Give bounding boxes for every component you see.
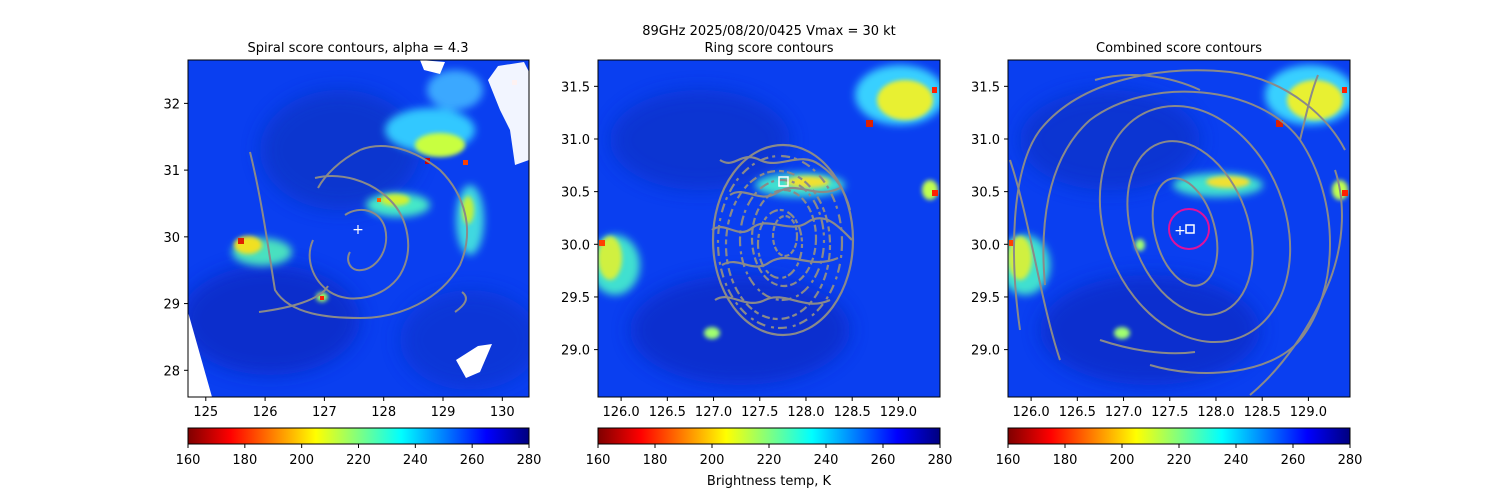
panel-combined: Combined score contours: [971, 41, 1362, 468]
x-tick-label: 126.0: [1012, 405, 1049, 420]
combined-ring-center-marker: [1185, 224, 1195, 234]
ring-center-marker: [778, 176, 789, 187]
colorbar-ring: 160 180 200 220 240 260 280 Brightness temp, K: [586, 427, 953, 489]
colorbar-tick-label: 280: [928, 453, 953, 468]
spiral-x-tick-labels: 125 126 127 128 129 130: [193, 397, 515, 420]
colorbar-tick-label: 180: [643, 453, 668, 468]
combined-x-tick-labels: 126.0 126.5 127.0 127.5 128.0 128.5 129.0: [1012, 397, 1327, 420]
y-tick-label: 32: [163, 97, 180, 112]
panel-spiral-title: Spiral score contours, alpha = 4.3: [247, 41, 468, 56]
colorbar-label: Brightness temp, K: [707, 474, 832, 489]
y-tick-label: 30.0: [561, 238, 590, 253]
colorbar-tick-label: 220: [346, 453, 371, 468]
y-tick-label: 29: [163, 298, 180, 313]
combined-heatmap: +: [1008, 60, 1350, 397]
panel-ring-title: Ring score contours: [704, 41, 833, 56]
x-tick-label: 126.5: [1059, 405, 1096, 420]
x-tick-label: 129.0: [1290, 405, 1327, 420]
x-tick-label: 128: [371, 405, 396, 420]
x-tick-label: 128.5: [1244, 405, 1281, 420]
y-tick-label: 31.0: [971, 133, 1000, 148]
ring-y-tick-labels: 29.0 29.5 30.0 30.5 31.0 31.5: [561, 80, 598, 359]
colorbar-tick-label: 180: [232, 453, 257, 468]
y-tick-label: 29.0: [561, 344, 590, 359]
ring-heatmap: [598, 60, 940, 397]
colorbar-tick-label: 160: [996, 453, 1021, 468]
spiral-center-marker: +: [352, 222, 364, 238]
y-tick-label: 29.5: [561, 291, 590, 306]
y-tick-label: 28: [163, 364, 180, 379]
panel-spiral: Spiral score contours, alpha = 4.3: [163, 41, 541, 468]
x-tick-label: 126: [253, 405, 278, 420]
figure-suptitle: 89GHz 2025/08/20/0425 Vmax = 30 kt: [642, 24, 896, 39]
x-tick-label: 129.0: [880, 405, 917, 420]
x-tick-label: 125: [193, 405, 218, 420]
y-tick-label: 31.0: [561, 133, 590, 148]
colorbar-tick-label: 160: [176, 453, 201, 468]
x-tick-label: 127.5: [1151, 405, 1188, 420]
ring-x-tick-labels: 126.0 126.5 127.0 127.5 128.0 128.5 129.0: [602, 397, 917, 420]
x-tick-label: 127.5: [741, 405, 778, 420]
x-tick-label: 127.0: [695, 405, 732, 420]
y-tick-label: 31: [163, 164, 180, 179]
colorbar-tick-label: 260: [871, 453, 896, 468]
y-tick-label: 31.5: [971, 80, 1000, 95]
colorbar-tick-label: 180: [1053, 453, 1078, 468]
x-tick-label: 126.0: [602, 405, 639, 420]
panel-ring: Ring score contours: [561, 41, 952, 489]
colorbar-tick-label: 160: [586, 453, 611, 468]
panel-combined-title: Combined score contours: [1096, 41, 1262, 56]
colorbar-tick-label: 280: [1338, 453, 1363, 468]
colorbar-tick-label: 240: [403, 453, 428, 468]
x-tick-label: 130: [490, 405, 515, 420]
x-tick-label: 127.0: [1105, 405, 1142, 420]
colorbar-combined-ticks: 160 180 200 220 240 260 280: [996, 444, 1363, 468]
x-tick-label: 128.5: [834, 405, 871, 420]
colorbar-ring-ticks: 160 180 200 220 240 260 280: [586, 444, 953, 468]
colorbar-tick-label: 280: [517, 453, 542, 468]
colorbar-tick-label: 240: [814, 453, 839, 468]
colorbar-tick-label: 200: [289, 453, 314, 468]
y-tick-label: 29.0: [971, 344, 1000, 359]
spiral-y-tick-labels: 28 29 30 31 32: [163, 97, 188, 379]
colorbar-tick-label: 200: [1110, 453, 1135, 468]
x-tick-label: 128.0: [1197, 405, 1234, 420]
x-tick-label: 126.5: [649, 405, 686, 420]
colorbar-spiral: 160 180 200 220 240 260 280: [176, 427, 542, 468]
colorbar-tick-label: 220: [757, 453, 782, 468]
y-tick-label: 29.5: [971, 291, 1000, 306]
spiral-heatmap: +: [188, 60, 529, 397]
y-tick-label: 30: [163, 231, 180, 246]
combined-center-marker: +: [1174, 223, 1186, 239]
colorbar-spiral-ticks: 160 180 200 220 240 260 280: [176, 444, 542, 468]
y-tick-label: 30.5: [971, 186, 1000, 201]
colorbar-tick-label: 200: [700, 453, 725, 468]
x-tick-label: 128.0: [787, 405, 824, 420]
x-tick-label: 129: [431, 405, 456, 420]
colorbar-tick-label: 260: [460, 453, 485, 468]
combined-ring-circle: [1168, 208, 1210, 250]
colorbar-tick-label: 220: [1167, 453, 1192, 468]
colorbar-tick-label: 240: [1224, 453, 1249, 468]
x-tick-label: 127: [312, 405, 337, 420]
colorbar-tick-label: 260: [1281, 453, 1306, 468]
y-tick-label: 30.5: [561, 186, 590, 201]
y-tick-label: 30.0: [971, 238, 1000, 253]
colorbar-combined: 160 180 200 220 240 260 280: [996, 427, 1363, 468]
combined-y-tick-labels: 29.0 29.5 30.0 30.5 31.0 31.5: [971, 80, 1008, 359]
y-tick-label: 31.5: [561, 80, 590, 95]
